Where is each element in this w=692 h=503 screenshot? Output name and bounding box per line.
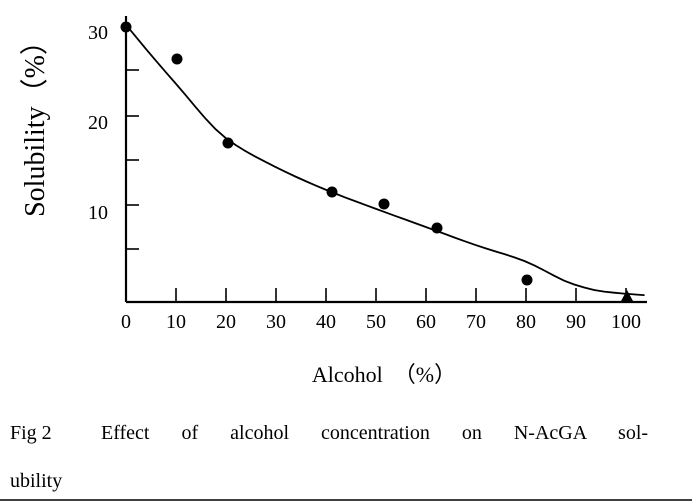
svg-text:20: 20 [88,112,108,134]
svg-text:50: 50 [366,311,386,333]
svg-text:80: 80 [516,311,536,333]
svg-text:90: 90 [566,311,586,333]
svg-text:100: 100 [611,311,641,333]
svg-text:Alcohol （%）: Alcohol （%） [312,362,456,387]
svg-text:30: 30 [266,311,286,333]
svg-text:ubility: ubility [10,470,62,492]
svg-text:20: 20 [216,311,236,333]
svg-text:Solubility（%）: Solubility（%） [19,27,51,217]
svg-text:10: 10 [166,311,186,333]
svg-text:Fig 2: Fig 2 [10,422,52,444]
svg-text:70: 70 [466,311,486,333]
svg-text:Effect of alcohol concentratio: Effect of alcohol concentration on N-AcG… [101,422,648,444]
svg-text:40: 40 [316,311,336,333]
svg-text:60: 60 [416,311,436,333]
svg-text:10: 10 [88,202,108,224]
svg-text:0: 0 [121,311,131,333]
svg-text:30: 30 [88,22,108,44]
